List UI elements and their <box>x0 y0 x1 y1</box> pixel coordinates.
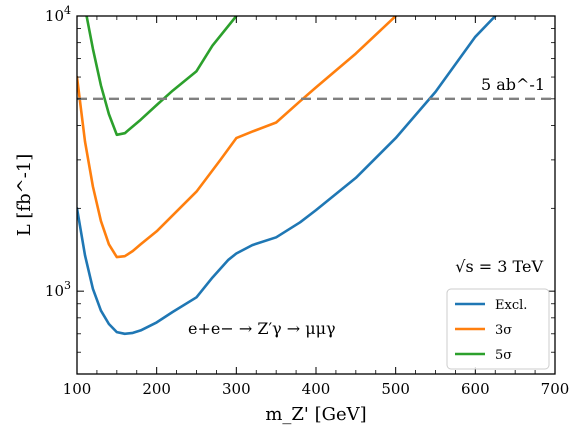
y-tick-label: 103 <box>45 279 71 300</box>
energy-annotation: √s = 3 TeV <box>455 257 543 276</box>
x-tick-label: 100 <box>63 380 92 398</box>
x-tick-label: 500 <box>381 380 410 398</box>
series-line-0 <box>77 16 497 336</box>
x-tick-label: 400 <box>302 380 331 398</box>
x-axis-label: m_Z' [GeV] <box>265 404 366 425</box>
y-axis-label: L [fb^-1] <box>14 154 35 237</box>
series-line-2 <box>85 16 238 137</box>
series-line-1 <box>77 16 398 259</box>
legend-label: 5σ <box>495 348 512 363</box>
x-tick-label: 300 <box>222 380 251 398</box>
reference-line-label: 5 ab^-1 <box>481 75 545 94</box>
legend-box <box>446 288 550 370</box>
y-tick-label: 104 <box>45 4 71 25</box>
legend: Excl. 3σ 5σ <box>446 288 550 370</box>
x-tick-label: 200 <box>142 380 171 398</box>
x-tick-label: 700 <box>541 380 570 398</box>
series-layer <box>77 16 497 336</box>
legend-label: Excl. <box>495 298 527 313</box>
process-annotation: e+e− → Z′γ → μμγ <box>188 319 336 338</box>
ticks-layer: 100 200 300 400 500 600 700 103 104 <box>45 4 569 398</box>
x-tick-label: 600 <box>461 380 490 398</box>
legend-label: 3σ <box>495 323 512 338</box>
